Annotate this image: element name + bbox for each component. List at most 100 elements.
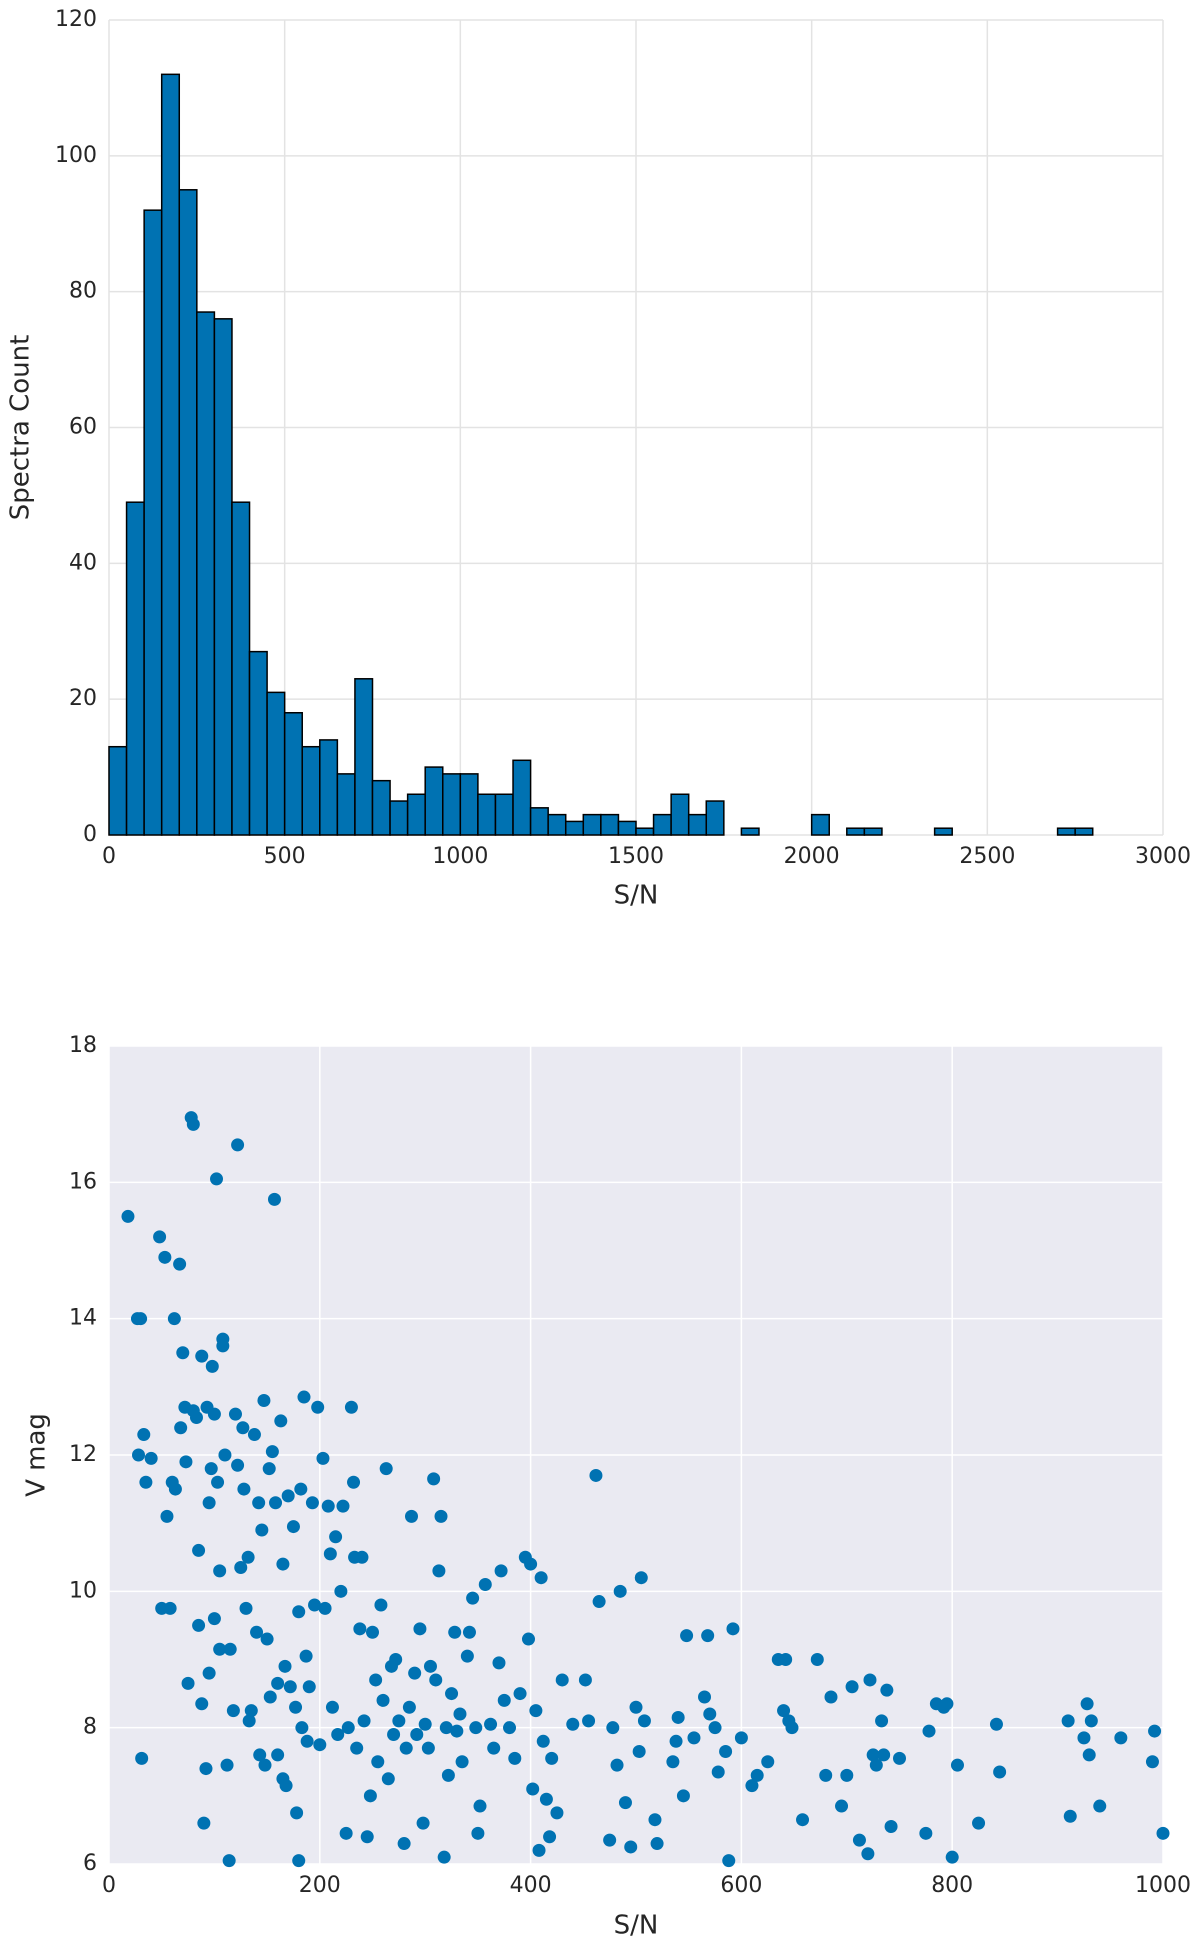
scatter-point [945,1850,959,1864]
scatter-point [1114,1731,1128,1745]
scatter-point [434,1509,448,1523]
scatter-point [234,1560,248,1574]
scatter-point [211,1475,225,1489]
histogram-bar [547,813,567,836]
x-tick-label: 2000 [784,844,840,869]
scatter-point [283,1680,297,1694]
scatter-point [313,1738,327,1752]
scatter-point [869,1758,883,1772]
scatter-point [441,1768,455,1782]
scatter-point [453,1707,467,1721]
scatter-point [650,1837,664,1851]
scatter-point [777,1704,791,1718]
scatter-point [539,1792,553,1806]
scatter-point [299,1649,313,1663]
scatter-point [207,1612,221,1626]
scatter-point [421,1741,435,1755]
scatter-point [416,1816,430,1830]
x-tick-label: 0 [102,1873,116,1898]
scatter-point [494,1564,508,1578]
scatter-point [207,1407,221,1421]
scatter-point [210,1172,224,1186]
scatter-point [331,1727,345,1741]
scatter-point [197,1816,211,1830]
scatter-point [262,1462,276,1476]
scatter-point [536,1734,550,1748]
scatter-point [1082,1748,1096,1762]
scatter-point [863,1673,877,1687]
scatter-point [336,1499,350,1513]
scatter-point [503,1721,517,1735]
scatter-point [247,1428,261,1442]
scatter-point [258,1758,272,1772]
histogram-bar [529,807,549,836]
scatter-point [796,1813,810,1827]
y-tick-label: 18 [69,1033,97,1058]
scatter-point [880,1683,894,1697]
scatter-point [163,1601,177,1615]
scatter-point [223,1642,237,1656]
scatter-point [132,1448,146,1462]
scatter-point [260,1632,274,1646]
y-tick-label: 20 [69,686,97,711]
histogram-bar [406,793,426,836]
scatter-point [487,1741,501,1755]
y-axis-label: V mag [22,1413,52,1497]
scatter-point [722,1854,736,1868]
scatter-point [135,1751,149,1765]
scatter-point [250,1625,264,1639]
scatter-point [492,1656,506,1670]
y-tick-label: 120 [55,7,97,32]
scatter-point [355,1550,369,1564]
scatter-point [637,1714,651,1728]
histogram-bar [670,793,690,836]
scatter-point [360,1830,374,1844]
scatter-point [852,1833,866,1847]
scatter-point [555,1673,569,1687]
scatter-point [339,1826,353,1840]
scatter-point [244,1704,258,1718]
scatter-point [199,1762,213,1776]
scatter-point [228,1407,242,1421]
y-tick-label: 100 [55,143,97,168]
scatter-point [810,1653,824,1666]
scatter-point [745,1779,759,1793]
scatter-point [279,1779,293,1793]
scatter-point [374,1598,388,1612]
scatter-point [893,1751,906,1765]
scatter-point [701,1629,715,1643]
x-tick-label: 0 [102,844,116,869]
scatter-point [413,1622,427,1636]
scatter-point [1084,1714,1098,1728]
x-axis-label: S/N [614,1911,659,1941]
y-tick-label: 60 [69,415,97,440]
subplot: 0 20 40 60 80 100 120 0 500 1000 1500 2000 2500 3000 S… [6,7,1192,911]
scatter-point [448,1625,462,1639]
scatter-point [404,1509,418,1523]
scatter-point [669,1734,683,1748]
scatter-point [734,1731,748,1745]
scatter-point [613,1584,627,1598]
scatter-point [265,1445,279,1459]
scatter-point [582,1714,596,1728]
scatter-point [192,1618,206,1632]
scatter-point [311,1400,325,1414]
scatter-point [381,1772,395,1786]
scatter-point [532,1843,546,1857]
scatter-point [726,1622,740,1636]
scatter-point [666,1755,680,1769]
scatter-point [473,1799,487,1813]
scatter-point [329,1530,343,1544]
scatter-point [290,1806,304,1820]
scatter-point [1080,1697,1094,1711]
histogram-bar [371,779,391,836]
histogram-bar [143,209,163,836]
scatter-point [524,1557,538,1571]
scatter-point [922,1724,936,1738]
scatter-point [589,1468,603,1482]
scatter-point [410,1727,424,1741]
scatter-point [1148,1724,1162,1738]
scatter-point [711,1765,725,1779]
scatter-point [278,1659,292,1673]
scatter-point [819,1768,833,1782]
